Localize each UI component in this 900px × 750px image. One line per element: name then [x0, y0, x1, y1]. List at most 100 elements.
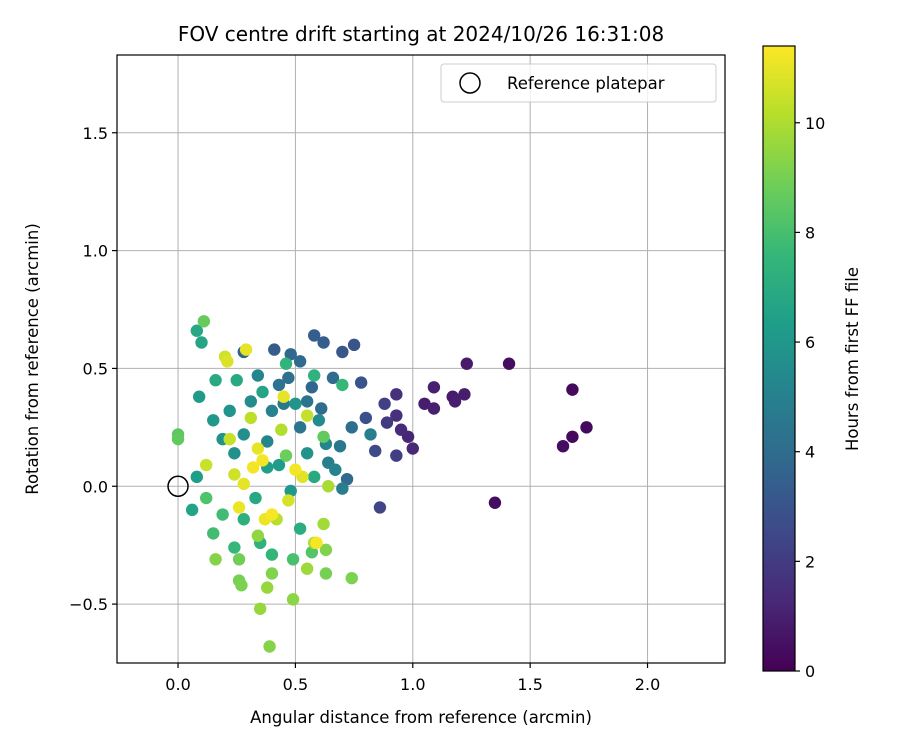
data-point	[300, 447, 314, 460]
data-point	[333, 439, 347, 453]
data-point	[279, 357, 293, 370]
data-point	[394, 423, 408, 436]
y-tick-label: 1.5	[83, 124, 108, 143]
data-point	[293, 355, 307, 368]
data-point	[232, 501, 246, 514]
legend-label: Reference platepar	[507, 74, 665, 93]
data-point	[300, 562, 314, 575]
x-tick-label: 0.0	[165, 675, 190, 694]
data-point	[336, 482, 349, 495]
data-point	[275, 423, 288, 436]
chart-title: FOV centre drift starting at 2024/10/26 …	[178, 22, 664, 46]
data-point	[279, 449, 293, 462]
data-point	[223, 432, 236, 446]
data-point	[244, 411, 258, 425]
data-point	[246, 461, 260, 474]
data-point	[200, 458, 213, 472]
colorbar-tick-label: 4	[805, 443, 815, 462]
data-point	[289, 397, 302, 410]
data-point	[237, 477, 250, 491]
data-point	[317, 517, 330, 531]
data-point	[406, 442, 419, 455]
data-point	[228, 447, 241, 460]
data-point	[305, 546, 319, 559]
colorbar: 0 2 4 6 8 10 Hours from first FF file	[762, 45, 862, 681]
data-point	[317, 336, 330, 349]
data-point	[390, 388, 403, 401]
data-point	[256, 454, 269, 467]
colorbar-tick-label: 2	[805, 552, 815, 571]
colorbar-tick-label: 10	[805, 114, 825, 133]
x-axis-label: Angular distance from reference (arcmin)	[250, 708, 592, 727]
data-point	[207, 527, 220, 540]
legend-marker-icon	[459, 72, 481, 94]
y-tick-label: −0.5	[69, 595, 108, 614]
data-point	[293, 421, 307, 434]
data-point	[237, 513, 250, 526]
data-point	[289, 463, 302, 476]
colorbar-ticks: 0 2 4 6 8 10	[795, 114, 825, 681]
data-point	[284, 348, 297, 361]
y-axis-label: Rotation from reference (arcmin)	[23, 223, 42, 495]
y-tick-label: 1.0	[83, 242, 108, 261]
data-point	[293, 522, 307, 535]
data-point	[253, 602, 267, 615]
data-point	[300, 395, 314, 408]
data-point	[185, 503, 199, 517]
data-point	[209, 374, 222, 387]
data-point	[488, 496, 502, 509]
data-point	[237, 428, 250, 441]
data-point	[207, 414, 220, 427]
legend: Reference platepar	[440, 63, 717, 103]
data-point	[200, 491, 213, 505]
data-point	[230, 374, 243, 387]
data-point	[580, 421, 593, 434]
data-point	[216, 508, 229, 521]
reference-platepar-marker	[167, 475, 189, 498]
data-point	[197, 315, 211, 328]
colorbar-label: Hours from first FF file	[843, 267, 862, 451]
data-point	[312, 414, 326, 427]
data-point	[364, 428, 377, 441]
data-point	[192, 390, 206, 403]
data-point	[448, 395, 462, 408]
y-tick-label: 0.0	[83, 477, 108, 496]
plot-frame	[116, 54, 726, 664]
data-point	[310, 536, 323, 550]
data-point	[223, 404, 236, 418]
data-point	[345, 571, 358, 585]
data-point	[265, 548, 279, 561]
data-point	[359, 411, 373, 425]
y-tick-label: 0.5	[83, 359, 108, 378]
x-tick-label: 1.5	[517, 675, 542, 694]
data-point	[265, 508, 279, 521]
data-point	[373, 501, 387, 514]
data-point	[322, 480, 335, 493]
data-point	[286, 553, 300, 566]
data-point	[221, 355, 234, 368]
data-point	[228, 468, 241, 481]
y-axis-ticks: −0.5 0.0 0.5 1.0 1.5	[69, 124, 117, 614]
data-point	[566, 383, 579, 396]
data-point	[190, 324, 204, 337]
data-point	[427, 402, 441, 415]
data-point	[282, 371, 295, 385]
data-point	[265, 567, 279, 580]
data-point	[556, 439, 570, 453]
data-point	[263, 640, 276, 653]
data-point	[566, 430, 579, 443]
data-point	[261, 435, 274, 448]
data-point	[239, 343, 253, 356]
data-point	[305, 381, 319, 394]
data-point	[418, 397, 431, 410]
data-point	[427, 381, 441, 394]
data-point	[282, 494, 295, 507]
data-point	[307, 369, 321, 382]
data-point	[502, 357, 516, 370]
data-point	[284, 484, 297, 498]
data-point	[251, 369, 265, 382]
data-point	[277, 390, 290, 403]
data-point	[380, 416, 394, 429]
